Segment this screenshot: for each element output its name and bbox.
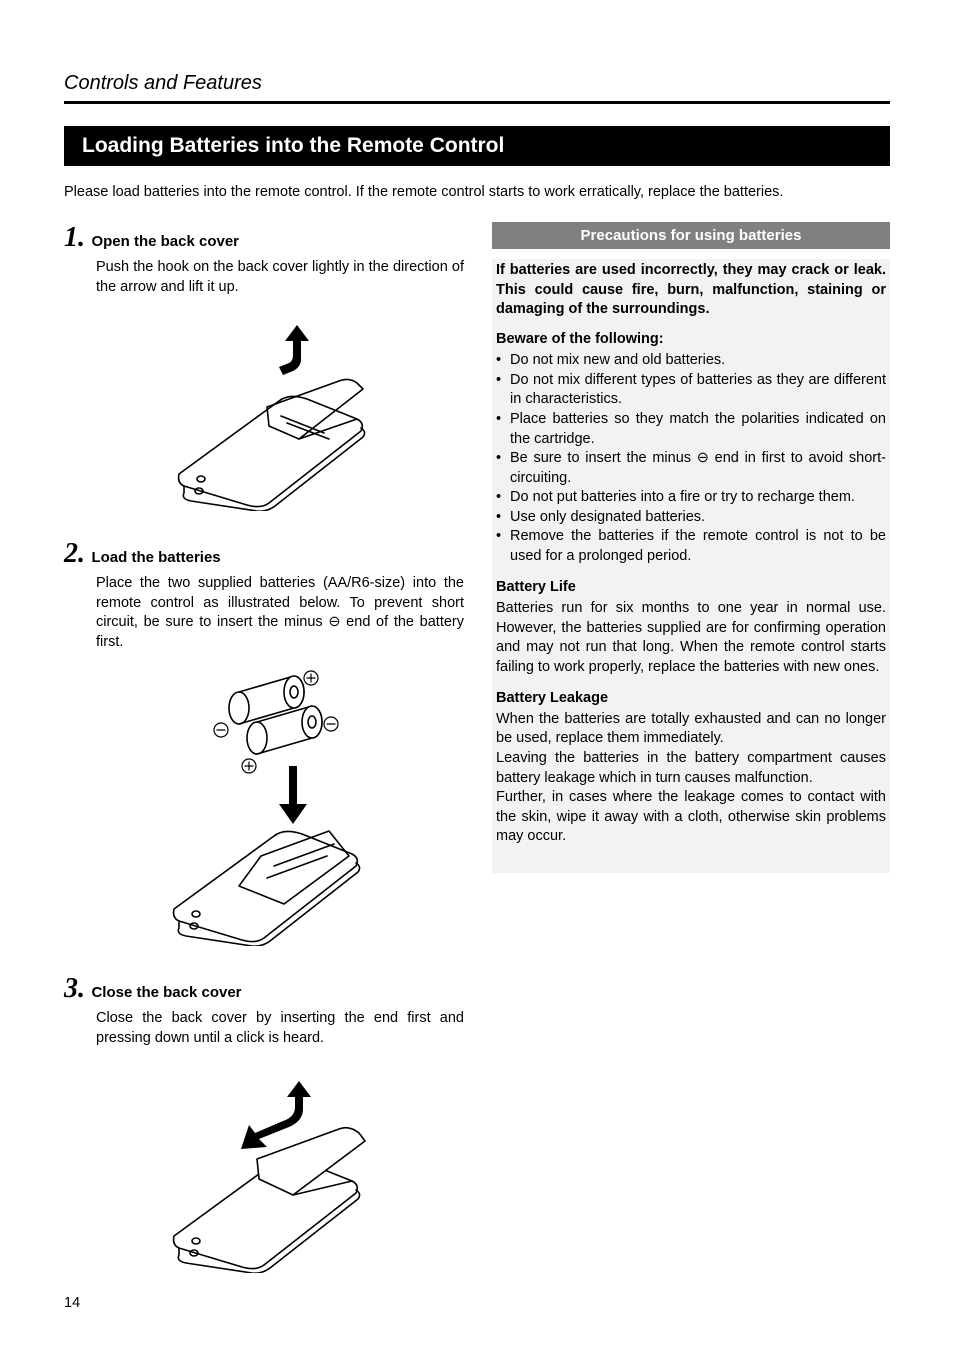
step-2: 2. Load the batteries Place the two supp… [64, 538, 464, 652]
step-2-body: Place the two supplied batteries (AA/R6-… [64, 574, 464, 652]
left-column: 1. Open the back cover Push the hook on … [64, 222, 464, 1300]
step-2-title: Load the batteries [91, 549, 220, 566]
figure-open-cover [64, 311, 464, 516]
battery-leakage-text: When the batteries are totally exhausted… [496, 710, 886, 847]
list-item: Remove the batteries if the remote contr… [496, 527, 886, 566]
precautions-list: Do not mix new and old batteries. Do not… [496, 351, 886, 566]
list-item: Do not mix new and old batteries. [496, 351, 886, 371]
section-rule [64, 101, 890, 104]
list-item: Use only designated batteries. [496, 508, 886, 528]
step-1-heading: 1. Open the back cover [64, 222, 464, 254]
step-2-heading: 2. Load the batteries [64, 538, 464, 570]
section-header: Controls and Features [64, 72, 890, 95]
battery-leakage-heading: Battery Leakage [496, 689, 886, 709]
precautions-warning: If batteries are used incorrectly, they … [496, 261, 886, 320]
remote-close-cover-icon [139, 1063, 389, 1273]
step-3-title: Close the back cover [91, 984, 241, 1001]
step-1-dot: . [78, 222, 85, 253]
beware-heading: Beware of the following: [496, 330, 886, 350]
step-1-number: 1 [64, 222, 78, 253]
step-3-body: Close the back cover by inserting the en… [64, 1009, 464, 1048]
precautions-box: If batteries are used incorrectly, they … [492, 259, 890, 873]
list-item: Place batteries so they match the polari… [496, 410, 886, 449]
figure-close-cover [64, 1063, 464, 1278]
remote-batteries-icon [139, 666, 389, 946]
step-2-dot: . [78, 538, 85, 569]
step-3-number: 3 [64, 973, 78, 1004]
step-1: 1. Open the back cover Push the hook on … [64, 222, 464, 297]
battery-life-heading: Battery Life [496, 578, 886, 598]
precautions-title-bar: Precautions for using batteries [492, 222, 890, 249]
intro-text: Please load batteries into the remote co… [64, 184, 890, 200]
step-3-dot: . [78, 973, 85, 1004]
step-3: 3. Close the back cover Close the back c… [64, 973, 464, 1048]
right-column: Precautions for using batteries If batte… [492, 222, 890, 1300]
list-item: Do not put batteries into a fire or try … [496, 488, 886, 508]
remote-open-cover-icon [149, 311, 379, 511]
title-bar: Loading Batteries into the Remote Contro… [64, 126, 890, 166]
list-item: Do not mix different types of batteries … [496, 371, 886, 410]
step-1-body: Push the hook on the back cover lightly … [64, 258, 464, 297]
step-3-heading: 3. Close the back cover [64, 973, 464, 1005]
two-column-layout: 1. Open the back cover Push the hook on … [64, 222, 890, 1300]
page-number: 14 [64, 1295, 80, 1311]
list-item: Be sure to insert the minus ⊖ end in fir… [496, 449, 886, 488]
step-2-number: 2 [64, 538, 78, 569]
step-1-title: Open the back cover [91, 233, 239, 250]
battery-life-text: Batteries run for six months to one year… [496, 599, 886, 677]
figure-insert-batteries [64, 666, 464, 951]
